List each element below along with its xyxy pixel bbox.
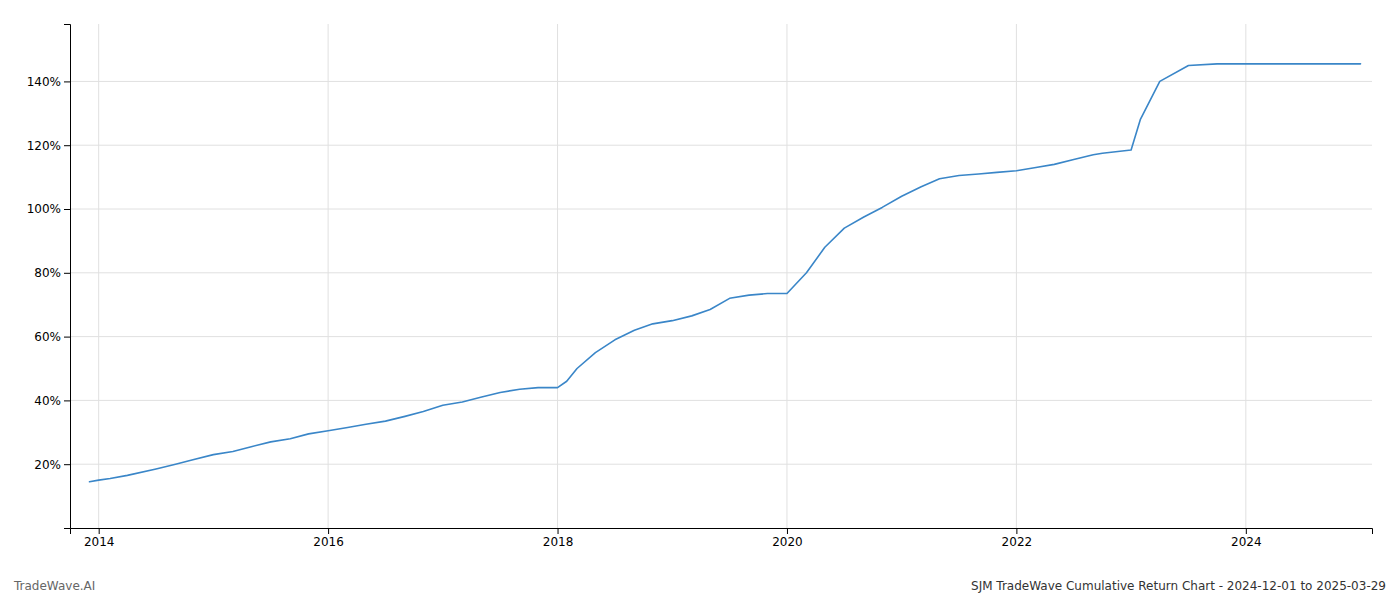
- grid-line-x: [98, 24, 99, 528]
- x-tick-mark: [1016, 528, 1017, 534]
- x-axis-line: [71, 529, 1373, 535]
- y-tick: 80%: [34, 266, 70, 280]
- grid-line-y: [70, 400, 1372, 401]
- grid-line-y: [70, 464, 1372, 465]
- title: SJM TradeWave Cumulative Return Chart - …: [971, 579, 1386, 593]
- x-tick: 2014: [84, 528, 115, 549]
- y-tick-label: 40%: [34, 394, 61, 408]
- y-tick-label: 80%: [34, 266, 61, 280]
- plot-area: [90, 64, 1361, 482]
- x-tick: 2024: [1231, 528, 1262, 549]
- y-tick-mark: [64, 400, 70, 401]
- grid-line-x: [1245, 24, 1246, 528]
- x-tick-mark: [558, 528, 559, 534]
- grid-line-x: [328, 24, 329, 528]
- y-tick-mark: [64, 337, 70, 338]
- y-tick-label: 120%: [27, 139, 61, 153]
- watermark: TradeWave.AI: [13, 579, 95, 593]
- x-tick: 2018: [543, 528, 574, 549]
- grid-line-y: [70, 209, 1372, 210]
- x-tick: 2022: [1002, 528, 1033, 549]
- x-tick-label: 2022: [1002, 535, 1033, 549]
- y-tick-label: 60%: [34, 330, 61, 344]
- x-tick-label: 2014: [84, 535, 115, 549]
- y-tick-mark: [64, 464, 70, 465]
- y-tick-mark: [64, 273, 70, 274]
- grid-line-y: [70, 145, 1372, 146]
- chart: 2014 2016 2018 2020 2022 2024 20% 40% 60% 80% 100%…: [0, 0, 1400, 600]
- y-tick: 20%: [34, 458, 70, 472]
- grid-line-x: [557, 24, 558, 528]
- x-tick-label: 2016: [313, 535, 344, 549]
- y-tick-mark: [64, 145, 70, 146]
- x-tick: 2020: [772, 528, 803, 549]
- y-tick: 140%: [27, 75, 70, 89]
- y-tick: 60%: [34, 330, 70, 344]
- y-tick-label: 140%: [27, 75, 61, 89]
- y-tick: 100%: [27, 202, 70, 216]
- x-tick-mark: [99, 528, 100, 534]
- x-tick: 2016: [313, 528, 344, 549]
- y-tick-label: 100%: [27, 202, 61, 216]
- y-tick: 120%: [27, 139, 70, 153]
- x-axis: 2014 2016 2018 2020 2022 2024: [71, 528, 1373, 549]
- grid-line-y: [70, 336, 1372, 337]
- x-tick-label: 2018: [543, 535, 574, 549]
- y-axis: 20% 40% 60% 80% 100% 120% 140%: [27, 25, 71, 529]
- x-tick-mark: [328, 528, 329, 534]
- x-tick-mark: [1246, 528, 1247, 534]
- grid: [70, 24, 1372, 528]
- x-tick-mark: [787, 528, 788, 534]
- line: [90, 64, 1361, 482]
- grid-line-y: [70, 81, 1372, 82]
- y-tick-mark: [64, 209, 70, 210]
- grid-line-x: [786, 24, 787, 528]
- x-tick-label: 2020: [772, 535, 803, 549]
- y-tick: 40%: [34, 394, 70, 408]
- x-tick-label: 2024: [1231, 535, 1262, 549]
- grid-line-x: [1016, 24, 1017, 528]
- y-tick-mark: [64, 81, 70, 82]
- y-tick-label: 20%: [34, 458, 61, 472]
- y-axis-line: [64, 25, 71, 529]
- grid-line-y: [70, 272, 1372, 273]
